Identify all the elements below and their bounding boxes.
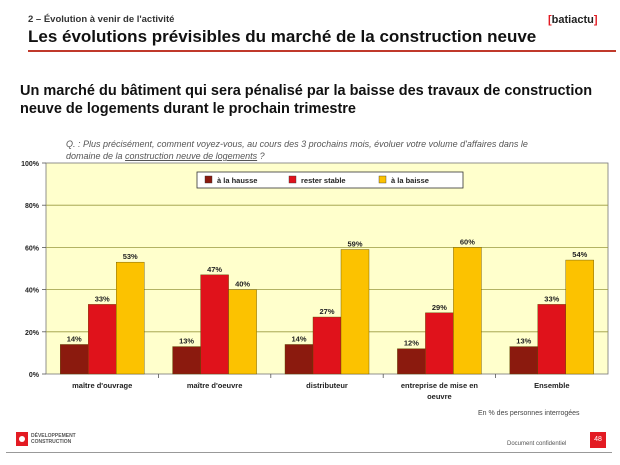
bar-baisse: [115, 261, 145, 375]
data-label: 60%: [460, 237, 475, 246]
x-category-label: oeuvre: [427, 392, 452, 401]
y-tick-label: 80%: [25, 203, 40, 210]
bar-stable: [312, 316, 342, 375]
bar-hausse: [397, 348, 426, 375]
company-logo-icon: [16, 432, 28, 446]
x-category-label: maître d'oeuvre: [187, 381, 243, 390]
data-label: 13%: [516, 337, 531, 346]
title-divider: [28, 50, 616, 52]
data-label: 14%: [67, 334, 82, 343]
legend-label: rester stable: [301, 176, 346, 185]
data-label: 33%: [544, 294, 559, 303]
data-label: 14%: [291, 334, 306, 343]
survey-question: Q. : Plus précisément, comment voyez-vou…: [66, 138, 536, 162]
legend-box: [196, 171, 464, 189]
slide-title: Les évolutions prévisibles du marché de …: [28, 27, 537, 46]
bar-stable: [537, 304, 566, 375]
brand-bracket-open: [: [548, 14, 552, 26]
brand-logo: [batiactu]: [548, 14, 598, 26]
slide-header: 2 – Évolution à venir de l'activité Les …: [0, 0, 620, 62]
data-label: 59%: [347, 240, 362, 249]
x-category-label: Ensemble: [534, 381, 569, 390]
legend-swatch-hausse: [204, 175, 213, 184]
bar-hausse: [284, 344, 314, 375]
bar-stable: [200, 274, 229, 375]
x-category-label: entreprise de mise en: [401, 381, 479, 390]
data-label: 33%: [95, 294, 110, 303]
legend-label: à la baisse: [391, 176, 429, 185]
y-tick-label: 100%: [21, 161, 40, 168]
bar-stable: [425, 312, 454, 375]
legend-swatch-baisse: [378, 175, 387, 184]
page-number: 48: [590, 432, 606, 448]
bar-baisse: [453, 247, 482, 375]
section-subtitle: 2 – Évolution à venir de l'activité: [28, 14, 175, 25]
y-tick-label: 40%: [25, 288, 40, 295]
question-suffix: ?: [257, 151, 265, 161]
bar-stable: [87, 304, 117, 375]
y-tick-label: 20%: [25, 330, 40, 337]
bar-baisse: [228, 289, 257, 375]
x-category-label: maître d'ouvrage: [72, 381, 132, 390]
x-category-label: distributeur: [306, 381, 348, 390]
data-label: 13%: [179, 337, 194, 346]
bar-baisse: [565, 259, 594, 375]
bar-hausse: [172, 346, 201, 375]
data-label: 53%: [123, 252, 138, 261]
question-prefix: Q. : Plus précisément, comment voyez-vou…: [66, 139, 528, 161]
bar-baisse: [340, 249, 370, 375]
legend-label: à la hausse: [217, 176, 257, 185]
bar-hausse: [60, 344, 89, 375]
brand-bracket-close: ]: [593, 14, 598, 26]
data-label: 12%: [404, 339, 419, 348]
data-label: 27%: [319, 307, 334, 316]
y-tick-label: 0%: [29, 372, 40, 379]
y-tick-label: 60%: [25, 245, 40, 252]
question-underlined: construction neuve de logements: [125, 151, 258, 161]
unit-note: En % des personnes interrogées: [478, 410, 580, 417]
data-label: 54%: [572, 250, 587, 259]
headline: Un marché du bâtiment qui sera pénalisé …: [20, 83, 593, 117]
company-logo-text: DÉVELOPPEMENT CONSTRUCTION: [31, 433, 76, 445]
data-label: 29%: [432, 303, 447, 312]
data-label: 47%: [207, 265, 222, 274]
legend-swatch-stable: [288, 175, 297, 184]
bar-hausse: [509, 346, 538, 375]
brand-name: batiactu: [551, 14, 594, 26]
footer-divider: [6, 452, 612, 453]
confidential-label: Document confidentiel: [507, 441, 567, 447]
data-label: 40%: [235, 280, 250, 289]
